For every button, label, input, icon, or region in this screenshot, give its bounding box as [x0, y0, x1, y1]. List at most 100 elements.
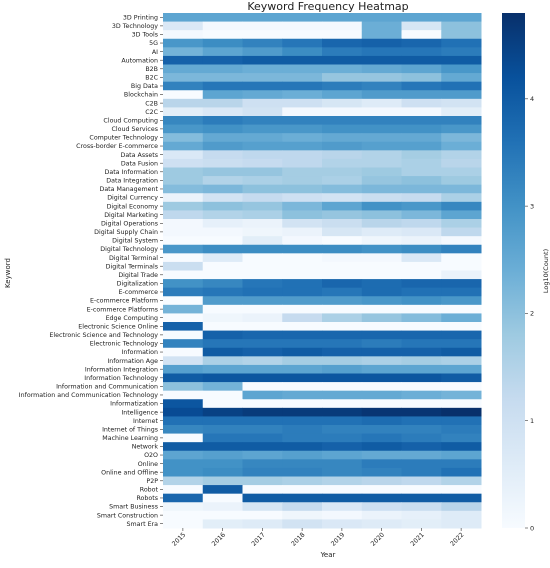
x-tick-label: 2022	[449, 531, 465, 547]
heatmap-cell	[282, 279, 323, 289]
heatmap-cell	[202, 236, 243, 246]
y-tick-label: Digital Technology	[100, 246, 158, 253]
heatmap-cell	[361, 322, 402, 332]
heatmap-cell	[202, 493, 243, 503]
heatmap-cell	[361, 38, 402, 48]
heatmap-cell	[163, 193, 204, 203]
y-tick-label: Network	[132, 444, 159, 451]
heatmap-cell	[282, 116, 323, 126]
heatmap-cell	[361, 519, 402, 529]
heatmap-cell	[242, 184, 283, 194]
heatmap-cell	[282, 502, 323, 512]
heatmap-cell	[242, 287, 283, 297]
x-tick-label: 2018	[290, 531, 306, 547]
heatmap-cell	[441, 261, 482, 271]
y-tick-label: Digital System	[112, 238, 158, 245]
heatmap-cell	[282, 124, 323, 134]
heatmap-cell	[242, 313, 283, 323]
heatmap-cell	[282, 13, 323, 23]
heatmap-cell	[441, 313, 482, 323]
x-tick-label: 2015	[171, 531, 187, 547]
heatmap-cell	[202, 13, 243, 23]
heatmap-cell	[242, 90, 283, 100]
heatmap-cell	[401, 304, 442, 314]
heatmap-cell	[163, 133, 204, 143]
heatmap-cell	[322, 64, 363, 74]
heatmap-cell	[322, 485, 363, 495]
y-tick-label: Digital Currency	[107, 195, 158, 202]
heatmap-cell	[322, 330, 363, 340]
heatmap-cell	[361, 261, 402, 271]
heatmap-cell	[361, 450, 402, 460]
heatmap-cell	[242, 433, 283, 443]
heatmap-cell	[441, 382, 482, 392]
heatmap-cell	[401, 38, 442, 48]
heatmap-cell	[242, 133, 283, 143]
y-tick-label: Machine Learning	[102, 435, 158, 442]
heatmap-cell	[401, 253, 442, 263]
y-tick-label: B2B	[145, 66, 158, 73]
heatmap-cell	[163, 38, 204, 48]
y-tick-label: Automation	[121, 57, 158, 64]
heatmap-cell	[282, 364, 323, 374]
heatmap-cell	[361, 476, 402, 486]
heatmap-cell	[322, 253, 363, 263]
heatmap-cell	[242, 356, 283, 366]
y-tick-label: 3D Technology	[112, 23, 158, 30]
heatmap-cell	[361, 339, 402, 349]
heatmap-cell	[401, 261, 442, 271]
heatmap-cell	[322, 519, 363, 529]
heatmap-cell	[282, 313, 323, 323]
heatmap-cell	[361, 133, 402, 143]
heatmap-cell	[282, 30, 323, 40]
heatmap-cell	[163, 347, 204, 357]
y-tick-label: Electronic Science Online	[78, 323, 158, 330]
heatmap-cell	[202, 510, 243, 520]
heatmap-cell	[282, 373, 323, 383]
heatmap-cell	[282, 227, 323, 237]
heatmap-cell	[282, 390, 323, 400]
heatmap-cell	[282, 176, 323, 186]
heatmap-cell	[242, 210, 283, 220]
heatmap-cell	[163, 399, 204, 409]
heatmap-cell	[361, 425, 402, 435]
heatmap-cell	[282, 193, 323, 203]
heatmap-cell	[202, 158, 243, 168]
heatmap-cell	[242, 244, 283, 254]
heatmap-cell	[322, 73, 363, 83]
heatmap-cell	[322, 390, 363, 400]
heatmap-cell	[242, 493, 283, 503]
heatmap-cell	[441, 90, 482, 100]
heatmap-cell	[282, 304, 323, 314]
heatmap-cell	[441, 219, 482, 229]
heatmap-cell	[282, 253, 323, 263]
y-tick-label: Online and Offline	[101, 469, 158, 476]
colorbar-label: Log10(Count)	[542, 249, 550, 293]
heatmap-cell	[202, 347, 243, 357]
heatmap-cell	[441, 304, 482, 314]
heatmap-cell	[242, 364, 283, 374]
heatmap-cell	[282, 322, 323, 332]
heatmap-cell	[361, 167, 402, 177]
heatmap-cell	[322, 116, 363, 126]
heatmap-cell	[202, 201, 243, 211]
heatmap-cell	[282, 356, 323, 366]
heatmap-cell	[361, 141, 402, 151]
heatmap-cell	[361, 347, 402, 357]
heatmap-cell	[441, 253, 482, 263]
heatmap-cell	[401, 90, 442, 100]
heatmap-cell	[242, 227, 283, 237]
heatmap-cell	[282, 55, 323, 65]
heatmap-cell	[242, 347, 283, 357]
heatmap-cell	[361, 253, 402, 263]
heatmap-cell	[202, 485, 243, 495]
heatmap-cell	[282, 219, 323, 229]
heatmap-cell	[361, 270, 402, 280]
heatmap-cell	[163, 390, 204, 400]
heatmap-cell	[361, 30, 402, 40]
y-tick-label: Digital Marketing	[104, 212, 158, 219]
heatmap-cell	[401, 322, 442, 332]
heatmap-cell	[202, 270, 243, 280]
heatmap-cell	[322, 339, 363, 349]
heatmap-cell	[163, 304, 204, 314]
